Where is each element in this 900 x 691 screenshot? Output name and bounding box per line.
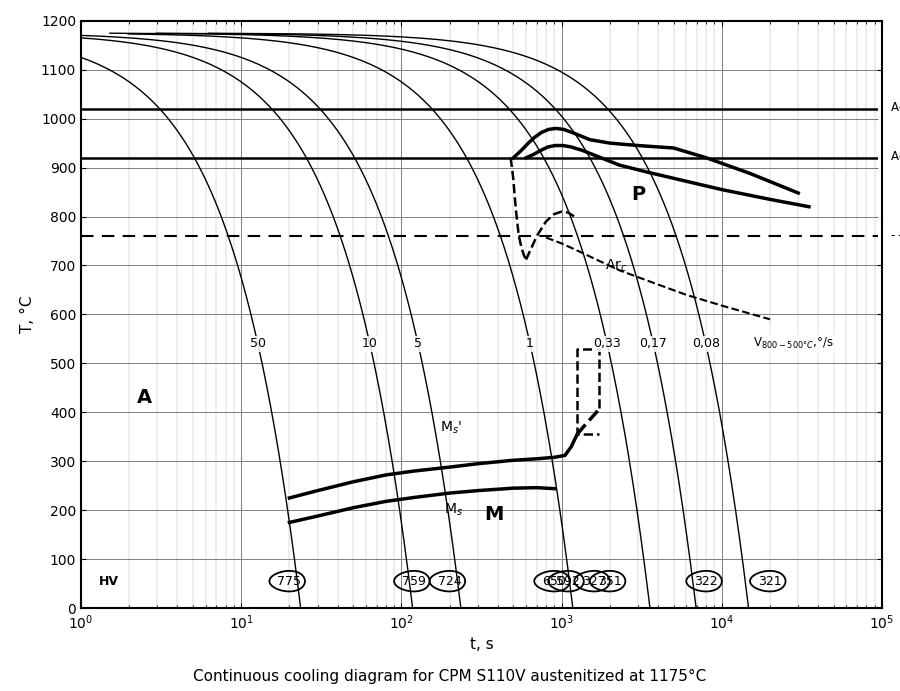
Text: M$_s$: M$_s$ [445,502,464,518]
X-axis label: t, s: t, s [470,637,493,652]
Text: HV: HV [99,575,120,587]
Y-axis label: T, °C: T, °C [21,296,35,333]
Text: 0,08: 0,08 [692,337,720,350]
Text: 759: 759 [402,575,426,587]
Text: 327: 327 [582,575,607,587]
Text: 1: 1 [526,337,534,350]
Text: 650: 650 [543,575,566,587]
Text: 724: 724 [437,575,462,587]
Text: Ac$_{1s}$ = 920°C: Ac$_{1s}$ = 920°C [890,150,900,165]
Text: 0,17: 0,17 [639,337,667,350]
Text: - - -Ac$_c$ = 760°C-: - - -Ac$_c$ = 760°C- [890,229,900,244]
Text: 10: 10 [362,337,378,350]
Text: P: P [631,185,645,204]
Text: V$_{800-500°C}$,°/s: V$_{800-500°C}$,°/s [752,337,833,351]
Text: M: M [484,504,504,524]
Text: Ar$_c$: Ar$_c$ [605,257,627,274]
Text: M$_s$': M$_s$' [440,419,463,436]
Text: Continuous cooling diagram for CPM S110V austenitized at 1175°C: Continuous cooling diagram for CPM S110V… [194,669,706,684]
Text: 322: 322 [695,575,718,587]
Text: 50: 50 [250,337,266,350]
Text: 775: 775 [277,575,302,587]
Text: Ac$_{1f}$ = 1020°C: Ac$_{1f}$ = 1020°C [890,102,900,116]
Text: 592: 592 [556,575,581,587]
Text: 321: 321 [758,575,782,587]
Text: 0,33: 0,33 [593,337,621,350]
Text: 5: 5 [414,337,422,350]
Text: 351: 351 [598,575,622,587]
Text: A: A [137,388,152,407]
